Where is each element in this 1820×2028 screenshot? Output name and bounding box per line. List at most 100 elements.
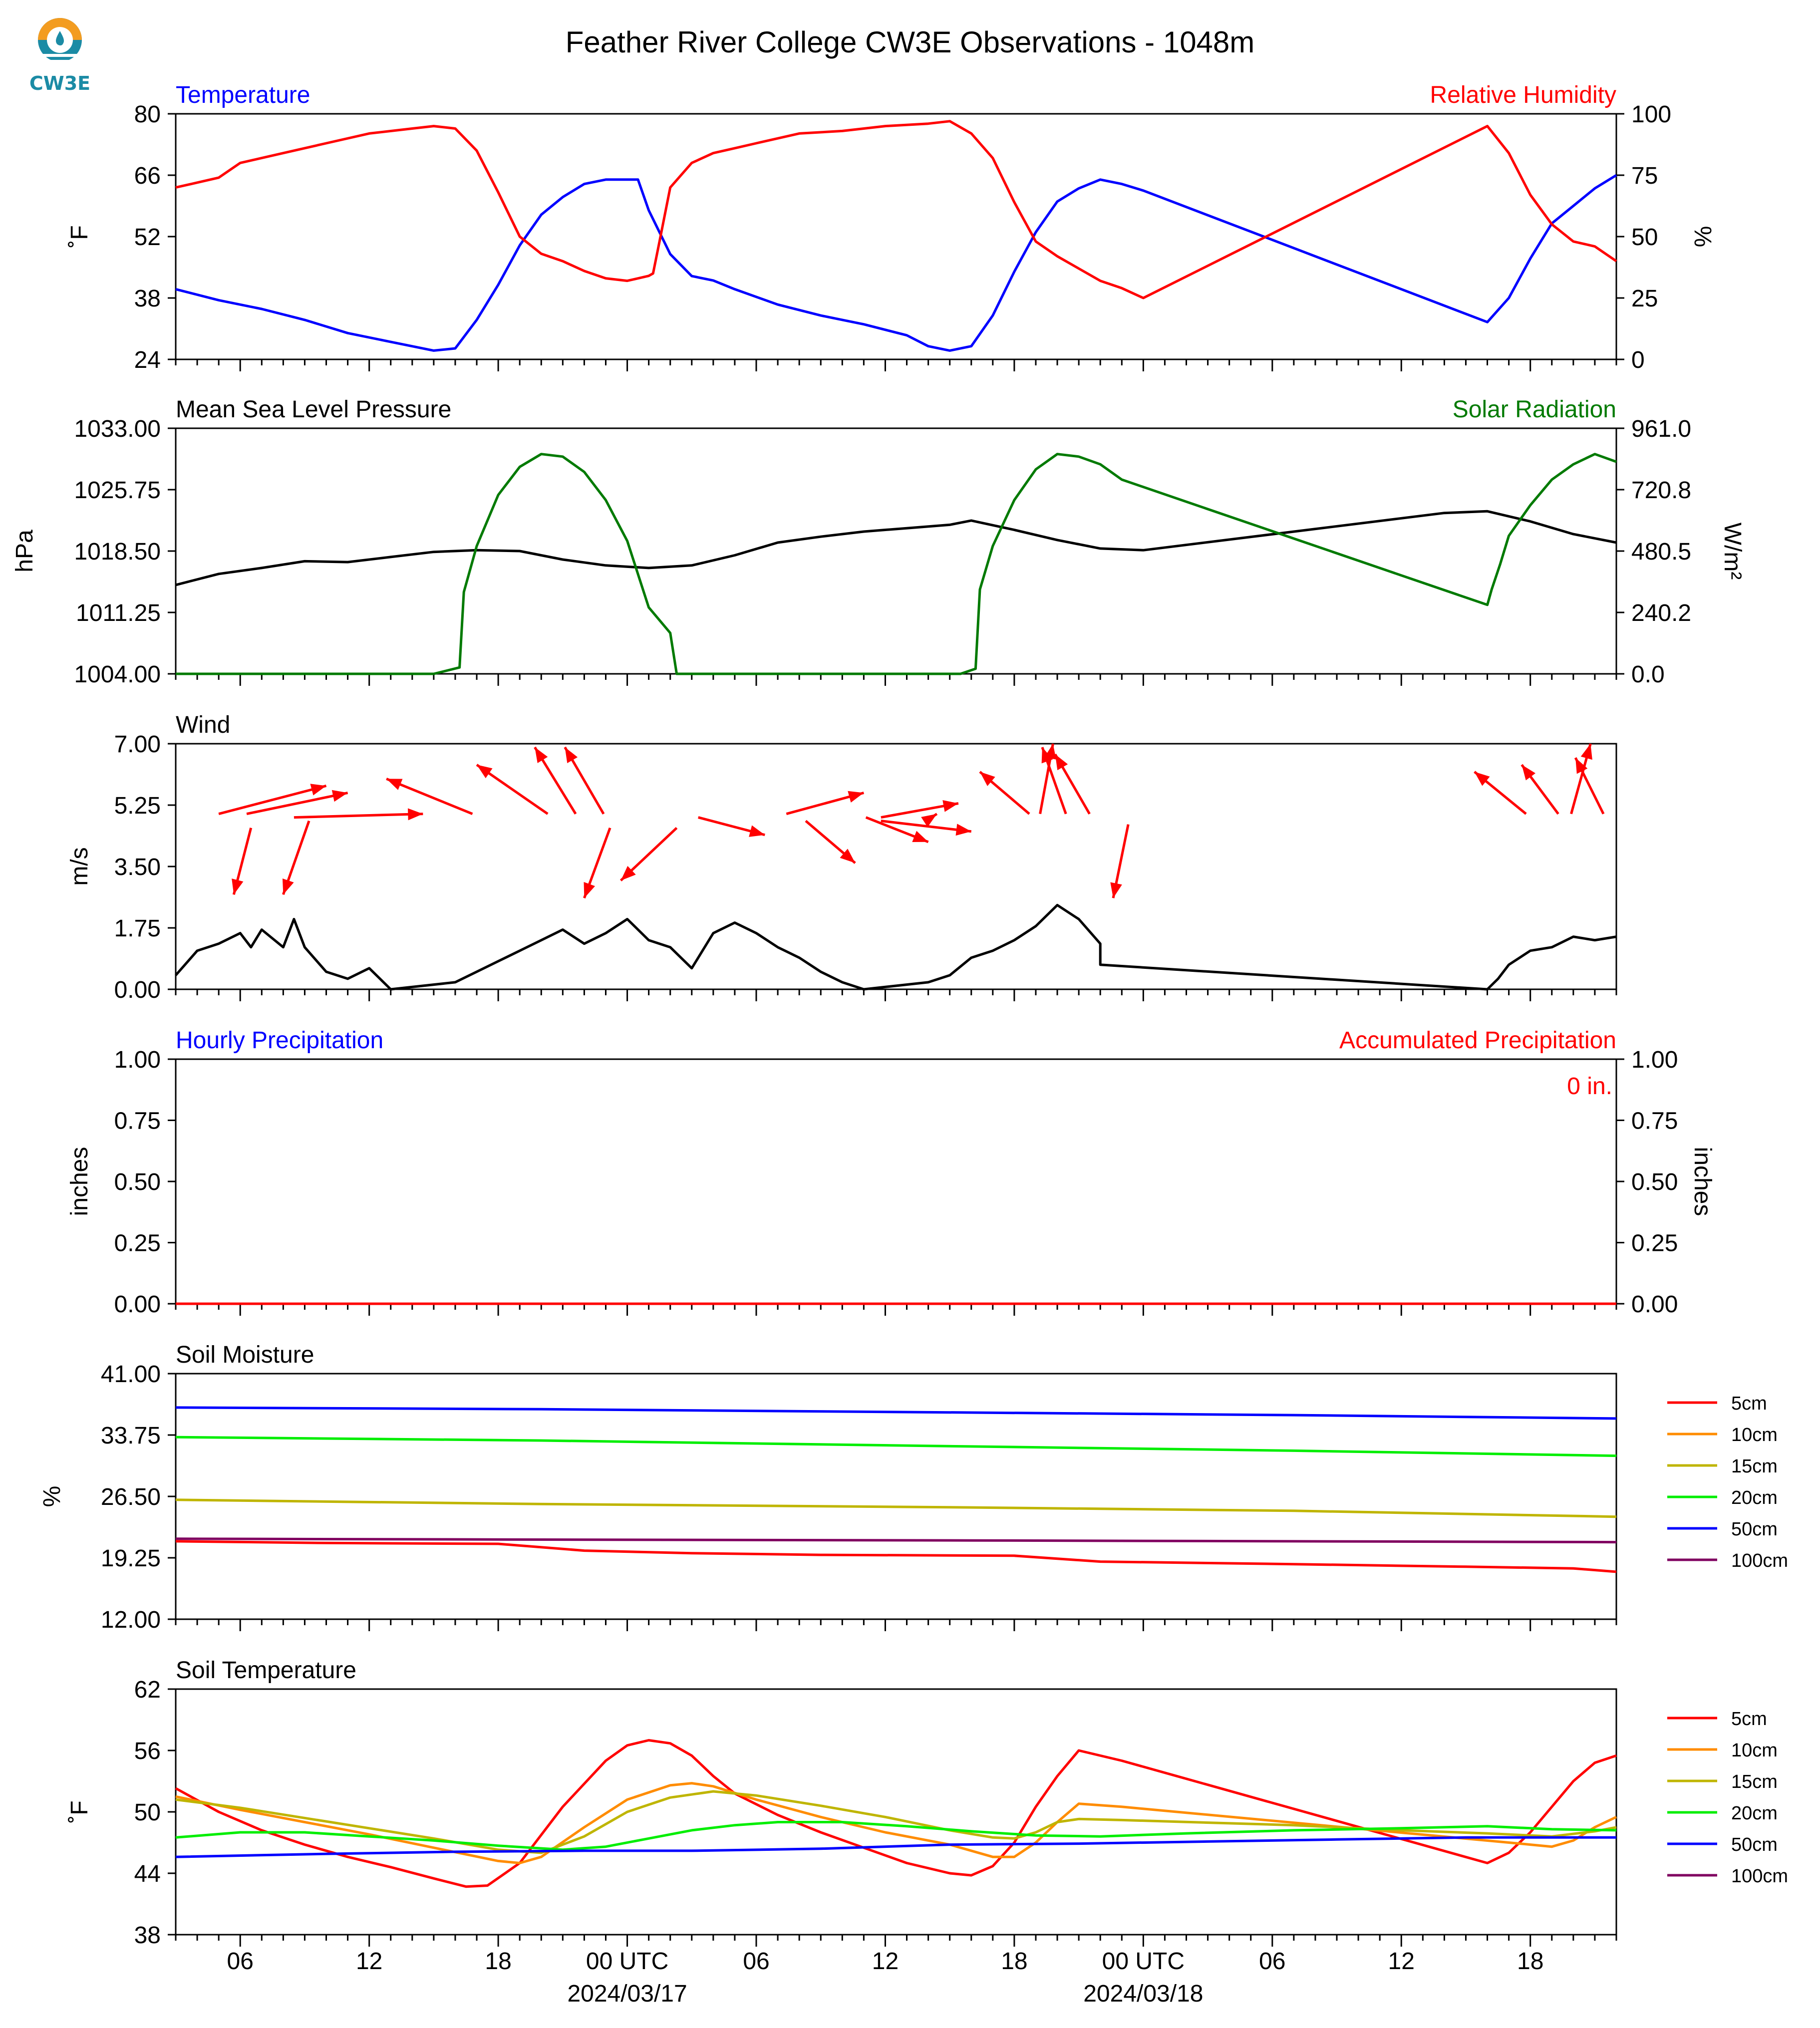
series-50cm <box>175 1836 1616 1858</box>
panel-title-left: Soil Moisture <box>176 1342 314 1368</box>
y-tick-label-right: 50 <box>1631 224 1658 251</box>
y-tick-label-right: 25 <box>1631 286 1658 312</box>
plot-frame <box>175 1688 1617 1936</box>
x-tick-label: 18 <box>1001 1948 1027 1975</box>
x-tick-label: 00 UTC <box>1102 1948 1185 1975</box>
y-tick-label-right: 0 <box>1631 347 1645 373</box>
y-tick-label: 38 <box>134 1922 161 1949</box>
y-axis-label: inches <box>66 1147 93 1216</box>
wind-arrow-head <box>331 790 348 802</box>
legend-label: 100cm <box>1731 1550 1788 1571</box>
wind-arrow-head <box>1110 882 1122 898</box>
wind-arrow-head <box>535 747 548 763</box>
y-tick-label: 1011.25 <box>76 600 161 626</box>
wind-arrow-head <box>840 849 856 863</box>
y-tick-label: 0.75 <box>114 1108 161 1135</box>
plot-frame <box>175 1058 1617 1305</box>
series-wind <box>175 903 1617 991</box>
panel-title-right: Relative Humidity <box>1430 82 1616 108</box>
y-tick-label-right: 961.0 <box>1631 416 1691 442</box>
y-tick-label: 1033.00 <box>74 416 161 442</box>
series-relative-humidity <box>175 120 1617 299</box>
y-tick-label-right: 100 <box>1631 101 1671 128</box>
wind-arrow-head <box>584 881 596 898</box>
y-tick-label-right: 720.8 <box>1631 477 1691 504</box>
wind-arrow-head <box>1474 772 1490 786</box>
y-axis-label-right: W/m² <box>1719 523 1746 580</box>
y-axis-label: ˚F <box>66 225 93 248</box>
cw3e-logo: CW3E <box>30 18 90 94</box>
x-tick-label: 12 <box>1388 1948 1415 1975</box>
wind-arrow <box>881 820 972 833</box>
panel-title-left: Temperature <box>176 82 310 108</box>
y-tick-label: 3.50 <box>114 854 161 880</box>
legend-label: 50cm <box>1731 1519 1778 1540</box>
y-tick-label-right: 75 <box>1631 163 1658 189</box>
y-tick-label: 7.00 <box>114 731 161 758</box>
panel-title-right: Accumulated Precipitation <box>1339 1027 1616 1054</box>
wind-arrow <box>386 777 473 815</box>
x-date-label: 2024/03/18 <box>1083 1981 1203 2007</box>
series-15cm <box>175 1790 1617 1854</box>
series-20cm <box>175 1436 1617 1457</box>
series-10cm <box>175 1782 1617 1864</box>
wind-arrow-head <box>1041 747 1053 764</box>
wind-arrow <box>246 791 348 816</box>
wind-arrow-head <box>232 878 244 895</box>
plot-frame <box>175 113 1617 360</box>
y-tick-label: 0.00 <box>114 1291 161 1318</box>
y-axis-label: hPa <box>11 530 38 573</box>
wind-arrow-head <box>1055 754 1068 771</box>
wind-arrow-head <box>565 747 578 763</box>
legend-label: 5cm <box>1731 1709 1767 1730</box>
y-tick-label: 12.00 <box>101 1607 161 1633</box>
y-tick-label-right: 0.0 <box>1631 661 1665 688</box>
legend-label: 100cm <box>1731 1866 1788 1887</box>
y-tick-label-right: 0.75 <box>1631 1108 1678 1135</box>
y-tick-label: 1.00 <box>114 1047 161 1073</box>
y-tick-label: 0.00 <box>114 977 161 1003</box>
y-tick-label: 56 <box>134 1738 161 1764</box>
y-tick-label: 0.50 <box>114 1169 161 1195</box>
y-tick-label: 50 <box>134 1799 161 1826</box>
legend-label: 50cm <box>1731 1834 1778 1855</box>
plot-frame <box>175 1373 1617 1620</box>
wind-arrow-head <box>408 808 423 821</box>
y-axis-label: % <box>39 1486 65 1507</box>
x-tick-label: 12 <box>356 1948 382 1975</box>
y-tick-label: 62 <box>134 1677 161 1703</box>
x-tick-label: 12 <box>872 1948 899 1975</box>
y-tick-label-right: 0.25 <box>1631 1230 1678 1257</box>
wind-arrow-head <box>942 800 958 812</box>
wind-arrow-head <box>282 878 294 895</box>
y-tick-label: 1025.75 <box>74 477 161 504</box>
x-tick-label: 06 <box>227 1948 254 1975</box>
y-axis-label: ˚F <box>66 1800 93 1823</box>
legend-label: 5cm <box>1731 1393 1767 1414</box>
legend-label: 20cm <box>1731 1803 1778 1824</box>
precip-total-label: 0 in. <box>1567 1073 1612 1100</box>
wind-arrow-head <box>955 824 971 836</box>
series-100cm <box>175 1537 1617 1544</box>
plot-frame <box>175 427 1617 675</box>
panel-wind <box>168 743 1617 1001</box>
panel-title-left: Mean Sea Level Pressure <box>176 396 451 423</box>
series-mean-sea-level-pressure <box>175 510 1617 586</box>
y-tick-label-right: 480.5 <box>1631 539 1691 565</box>
series-20cm <box>175 1821 1617 1851</box>
y-tick-label: 41.00 <box>101 1361 161 1388</box>
x-tick-label: 18 <box>485 1948 511 1975</box>
logo-text: CW3E <box>30 72 90 94</box>
y-tick-label: 19.25 <box>101 1545 161 1572</box>
y-tick-label: 52 <box>134 224 161 251</box>
legend-label: 10cm <box>1731 1740 1778 1761</box>
y-axis-label-right: inches <box>1689 1147 1716 1216</box>
wind-arrow-head <box>1580 744 1592 760</box>
series-5cm <box>175 1739 1617 1888</box>
y-tick-label: 26.50 <box>101 1484 161 1510</box>
y-tick-label: 80 <box>134 101 161 128</box>
legend-label: 15cm <box>1731 1456 1778 1477</box>
y-tick-label-right: 0.50 <box>1631 1169 1678 1195</box>
series-temperature <box>175 174 1617 352</box>
